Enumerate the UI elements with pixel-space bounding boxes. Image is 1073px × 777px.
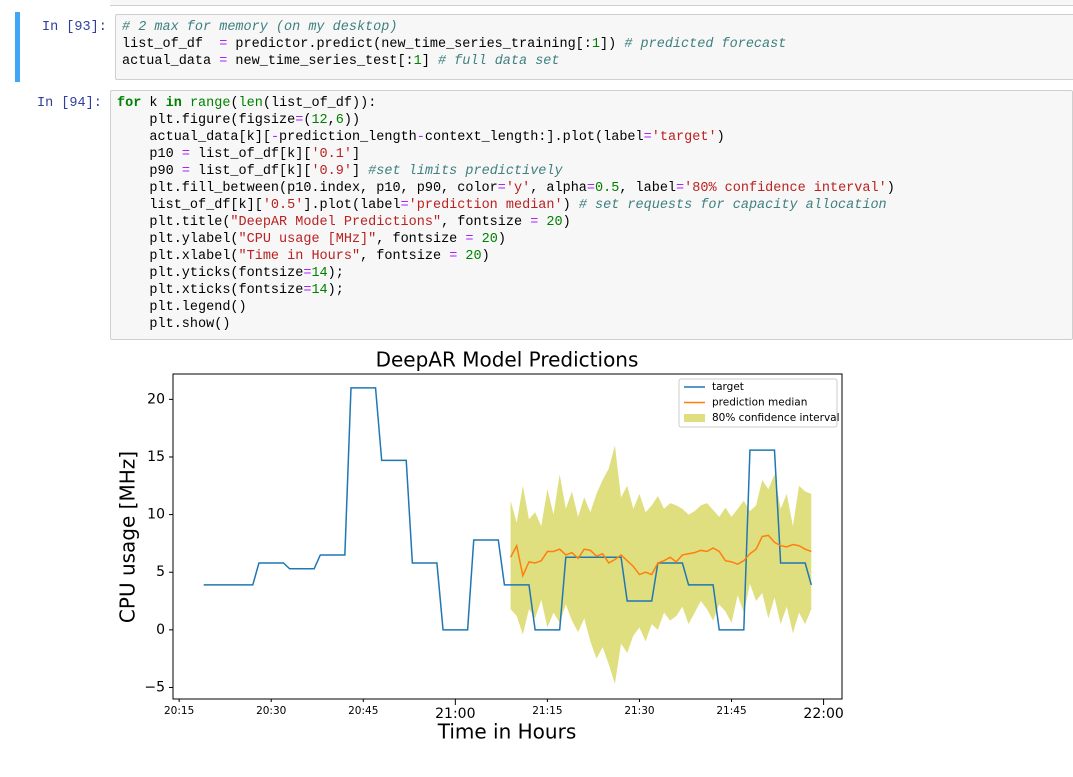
code-cell[interactable]: In [94]: for k in range(len(list_of_df))… <box>20 90 1073 342</box>
chart-title: DeepAR Model Predictions <box>376 348 639 372</box>
legend-label: target <box>712 381 744 393</box>
x-tick-label: 20:30 <box>256 705 286 717</box>
legend-label: prediction median <box>712 397 807 409</box>
x-tick-label: 20:45 <box>348 705 378 717</box>
x-tick-label: 21:00 <box>435 706 475 722</box>
code-line: plt.fill_between(p10.index, p10, p90, co… <box>117 181 895 196</box>
code-line: plt.figure(figsize=(12,6)) <box>117 113 361 128</box>
code-line: list_of_df[k]['0.5'].plot(label='predict… <box>117 198 887 213</box>
code-line: p90 = list_of_df[k]['0.9'] #set limits p… <box>117 164 563 179</box>
y-tick-label: 5 <box>156 564 165 580</box>
code-line: actual_data[k][-prediction_length-contex… <box>117 130 725 145</box>
prompt: In [93]: <box>42 20 107 35</box>
code-line: list_of_df = predictor.predict(new_time_… <box>122 37 787 52</box>
code-line: plt.ylabel("CPU usage [MHz]", fontsize =… <box>117 232 506 247</box>
prompt: In [94]: <box>37 96 102 111</box>
series-line <box>203 387 813 631</box>
code-line: # 2 max for memory (on my desktop) <box>122 20 398 35</box>
code-line: plt.legend() <box>117 300 247 315</box>
code-line: actual_data = new_time_series_test[:1] #… <box>122 54 560 69</box>
y-tick-label: 15 <box>147 449 165 465</box>
x-tick-label: 21:15 <box>532 705 562 717</box>
code-line: plt.show() <box>117 317 231 332</box>
previous-cell <box>110 0 1073 6</box>
y-axis-label: CPU usage [MHz] <box>116 451 140 623</box>
code-line: for k in range(len(list_of_df)): <box>117 96 377 111</box>
code-line: plt.xlabel("Time in Hours", fontsize = 2… <box>117 249 490 264</box>
legend-label: 80% confidence interval <box>712 412 840 424</box>
code-input[interactable]: # 2 max for memory (on my desktop) list_o… <box>115 14 1073 80</box>
x-tick-label: 20:15 <box>164 705 194 717</box>
code-line: plt.title("DeepAR Model Predictions", fo… <box>117 215 571 230</box>
code-input[interactable]: for k in range(len(list_of_df)): plt.fig… <box>110 90 1073 340</box>
y-tick-label: 0 <box>156 622 165 638</box>
x-tick-label: 21:45 <box>716 705 746 717</box>
y-tick-label: 20 <box>147 391 165 407</box>
series-line <box>509 534 812 579</box>
plot-frame <box>172 373 843 700</box>
x-tick-label: 21:30 <box>624 705 654 717</box>
y-tick-label: −5 <box>144 679 165 695</box>
code-cell[interactable]: In [93]: # 2 max for memory (on my deskt… <box>15 12 1073 82</box>
x-axis-label: Time in Hours <box>437 720 577 744</box>
confidence-band <box>510 445 812 685</box>
y-tick-label: 10 <box>147 507 165 523</box>
code-line: plt.yticks(fontsize=14); <box>117 266 344 281</box>
code-line: p10 = list_of_df[k]['0.1'] <box>117 147 361 162</box>
code-line: plt.xticks(fontsize=14); <box>117 283 344 298</box>
x-tick-label: 22:00 <box>803 706 843 722</box>
legend-box <box>678 378 838 428</box>
legend-swatch <box>684 414 705 422</box>
